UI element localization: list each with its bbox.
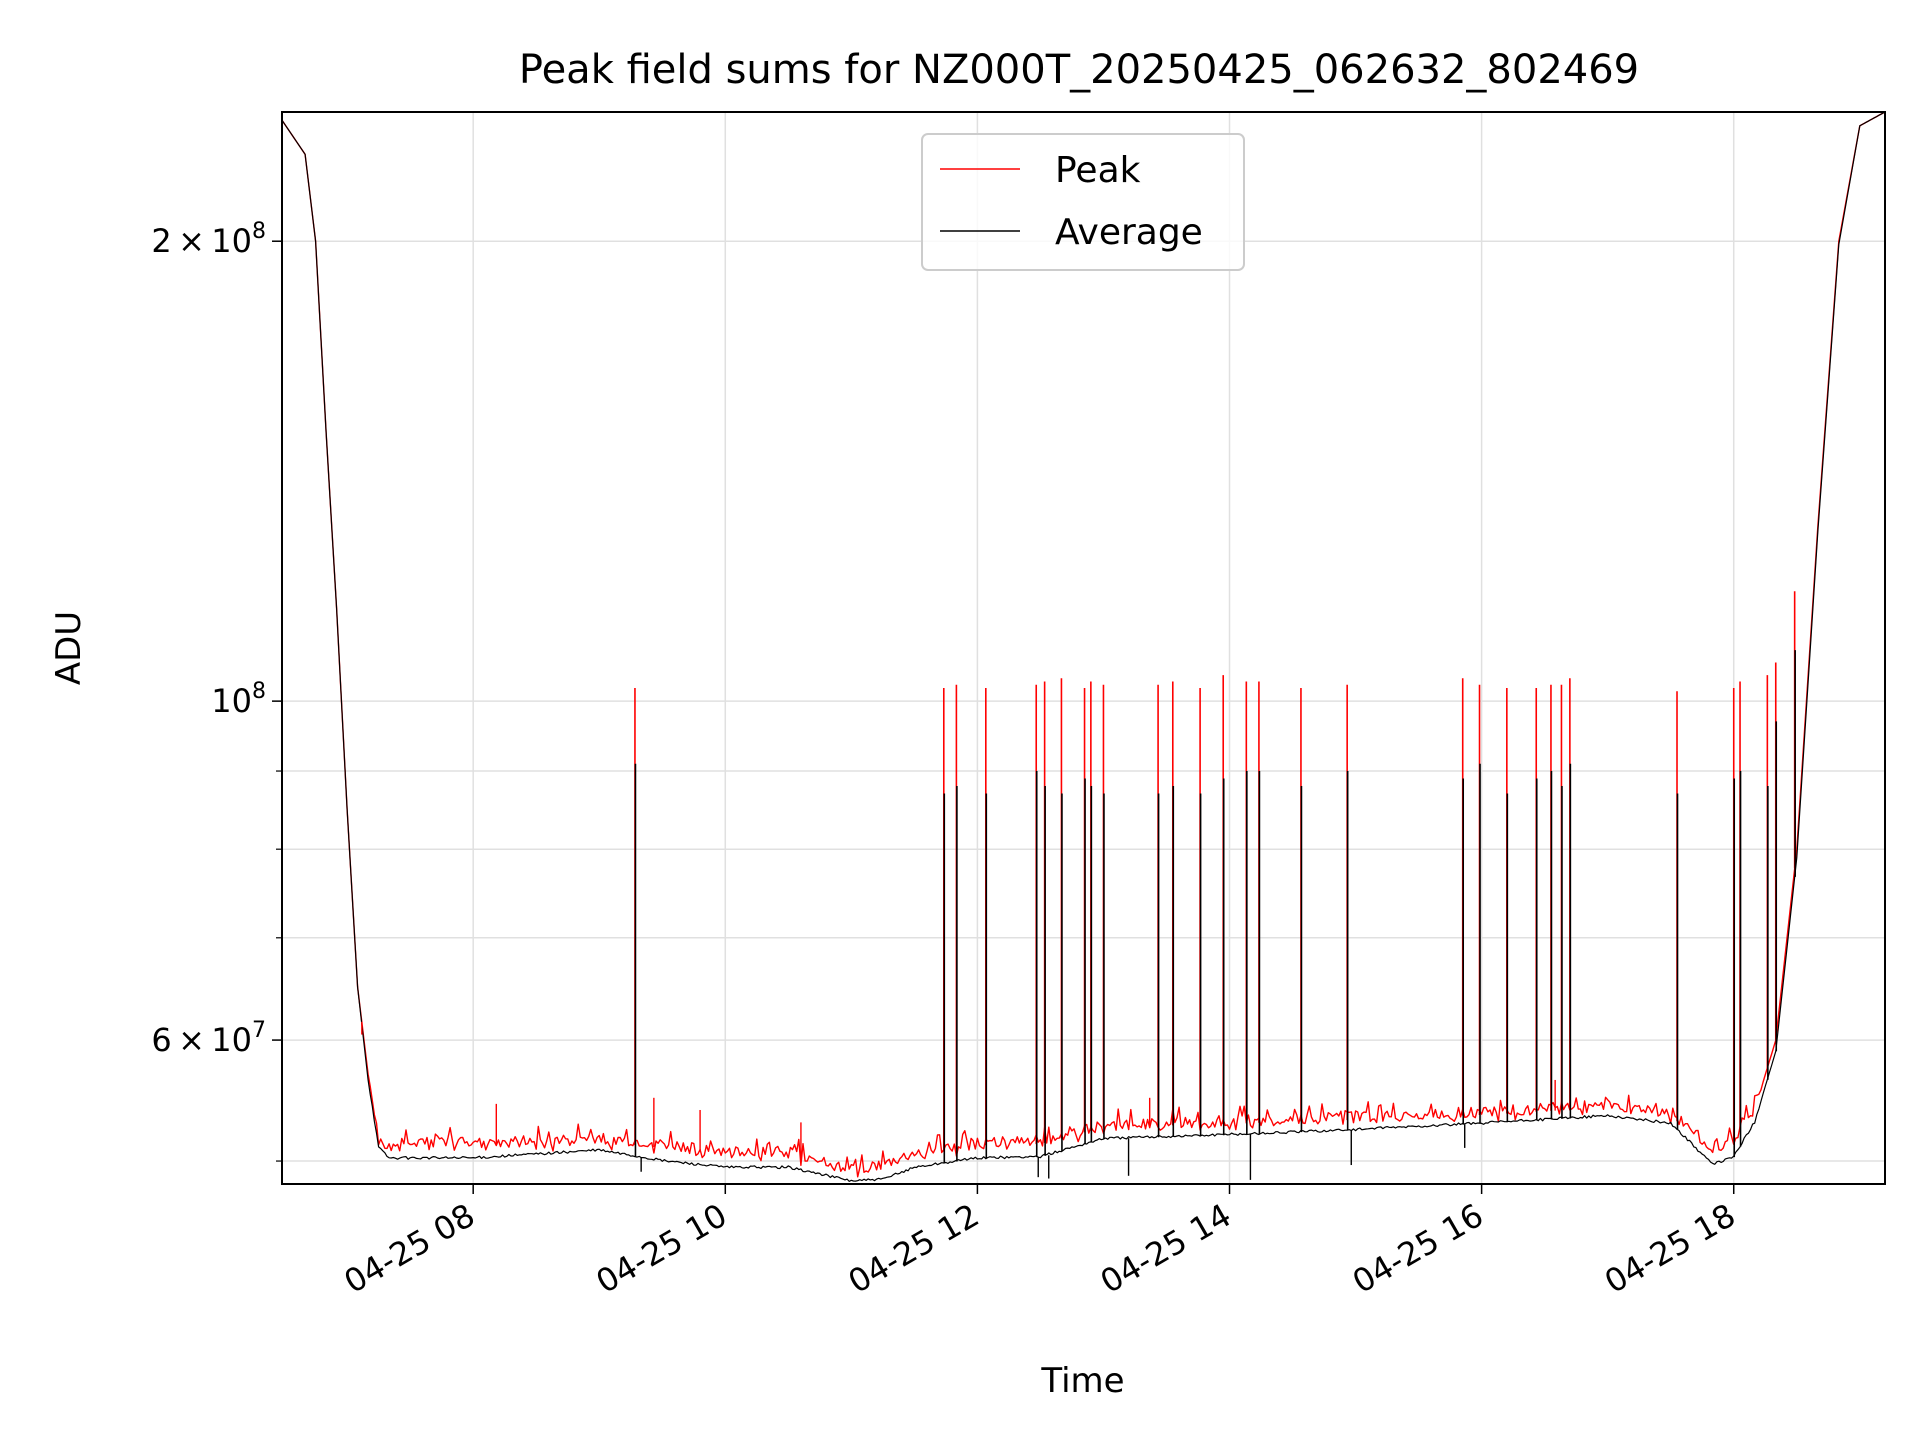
grid-lines xyxy=(282,112,1885,1184)
y-tick-label: 2 × 108 xyxy=(151,219,266,260)
legend-peak-label: Peak xyxy=(1055,150,1141,191)
y-tick-label-base: 2 × 10 xyxy=(151,222,252,260)
y-tick-label: 6 × 107 xyxy=(151,1018,266,1059)
x-axis-label: Time xyxy=(1040,1361,1124,1401)
series-line-average xyxy=(281,111,1886,1183)
y-tick-label: 108 xyxy=(211,679,266,720)
legend: Peak Average xyxy=(921,133,1245,271)
chart-title: Peak field sums for NZ000T_20250425_0626… xyxy=(519,47,1639,93)
legend-box xyxy=(921,133,1245,271)
spike-layer xyxy=(361,591,1796,1180)
series-layer xyxy=(281,111,1886,1183)
y-tick-label-exponent: 7 xyxy=(252,1018,266,1043)
y-tick-label-exponent: 8 xyxy=(252,679,266,704)
y-tick-label-base: 6 × 10 xyxy=(151,1021,252,1059)
legend-average-label: Average xyxy=(1055,212,1203,253)
y-tick-label-base: 10 xyxy=(211,682,252,720)
y-tick-label-exponent: 8 xyxy=(252,219,266,244)
series-line-peak xyxy=(281,111,1886,1178)
y-axis-label: ADU xyxy=(49,611,89,685)
plot-frame xyxy=(281,111,1886,1185)
